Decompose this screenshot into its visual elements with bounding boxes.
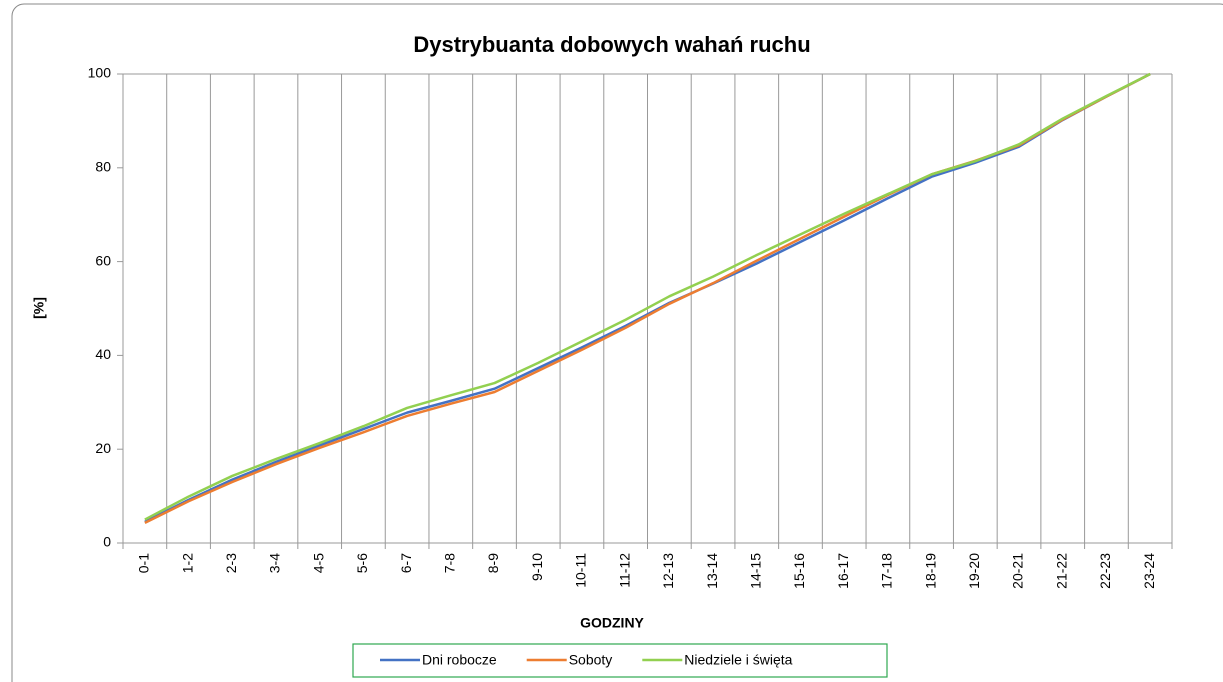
x-tick-label: 12-13 [660, 553, 676, 589]
legend-items: Dni robocze Soboty Niedziele i święta [380, 652, 793, 668]
x-tick-label: 0-1 [136, 553, 152, 573]
chart-frame [11, 3, 1223, 682]
x-tick-label: 1-2 [179, 553, 195, 573]
y-tick-label: 80 [95, 159, 111, 175]
x-tick-label: 17-18 [879, 553, 895, 589]
x-tick-label: 16-17 [835, 553, 851, 589]
x-tick-label: 22-23 [1097, 553, 1113, 589]
y-tick-label: 20 [95, 440, 111, 456]
x-tick-label: 8-9 [485, 553, 501, 573]
x-tick-label: 18-19 [922, 553, 938, 589]
x-tick-label: 13-14 [704, 553, 720, 589]
x-axis-label: GODZINY [580, 615, 644, 631]
x-tick-label: 15-16 [791, 553, 807, 589]
x-tick-label: 6-7 [398, 553, 414, 573]
x-tick-label: 7-8 [442, 553, 458, 573]
legend-label: Niedziele i święta [684, 652, 792, 668]
legend-label: Dni robocze [422, 652, 497, 668]
y-tick-label: 0 [103, 534, 111, 550]
legend-label: Soboty [569, 652, 613, 668]
x-tick-label: 3-4 [267, 553, 283, 573]
x-tick-label: 19-20 [966, 553, 982, 589]
chart-title: Dystrybuanta dobowych wahań ruchu [413, 32, 810, 57]
x-tick-label: 23-24 [1141, 553, 1157, 589]
data-line [144, 72, 1151, 521]
legend [352, 643, 888, 678]
x-tick-label: 4-5 [310, 553, 326, 573]
x-tick-label: 2-3 [223, 553, 239, 573]
x-tick-label: 5-6 [354, 553, 370, 573]
x-tick-label: 11-12 [616, 553, 632, 588]
x-tick-label: 14-15 [747, 553, 763, 589]
x-tick-label: 21-22 [1053, 553, 1069, 589]
y-axis-label: [%] [31, 297, 47, 319]
y-tick-label: 60 [95, 252, 111, 268]
x-tick-label: 9-10 [529, 553, 545, 581]
y-tick-label: 40 [95, 346, 111, 362]
x-tick-label: 10-11 [573, 553, 589, 588]
x-tick-label: 20-21 [1010, 553, 1026, 589]
y-tick-label: 100 [88, 65, 112, 81]
